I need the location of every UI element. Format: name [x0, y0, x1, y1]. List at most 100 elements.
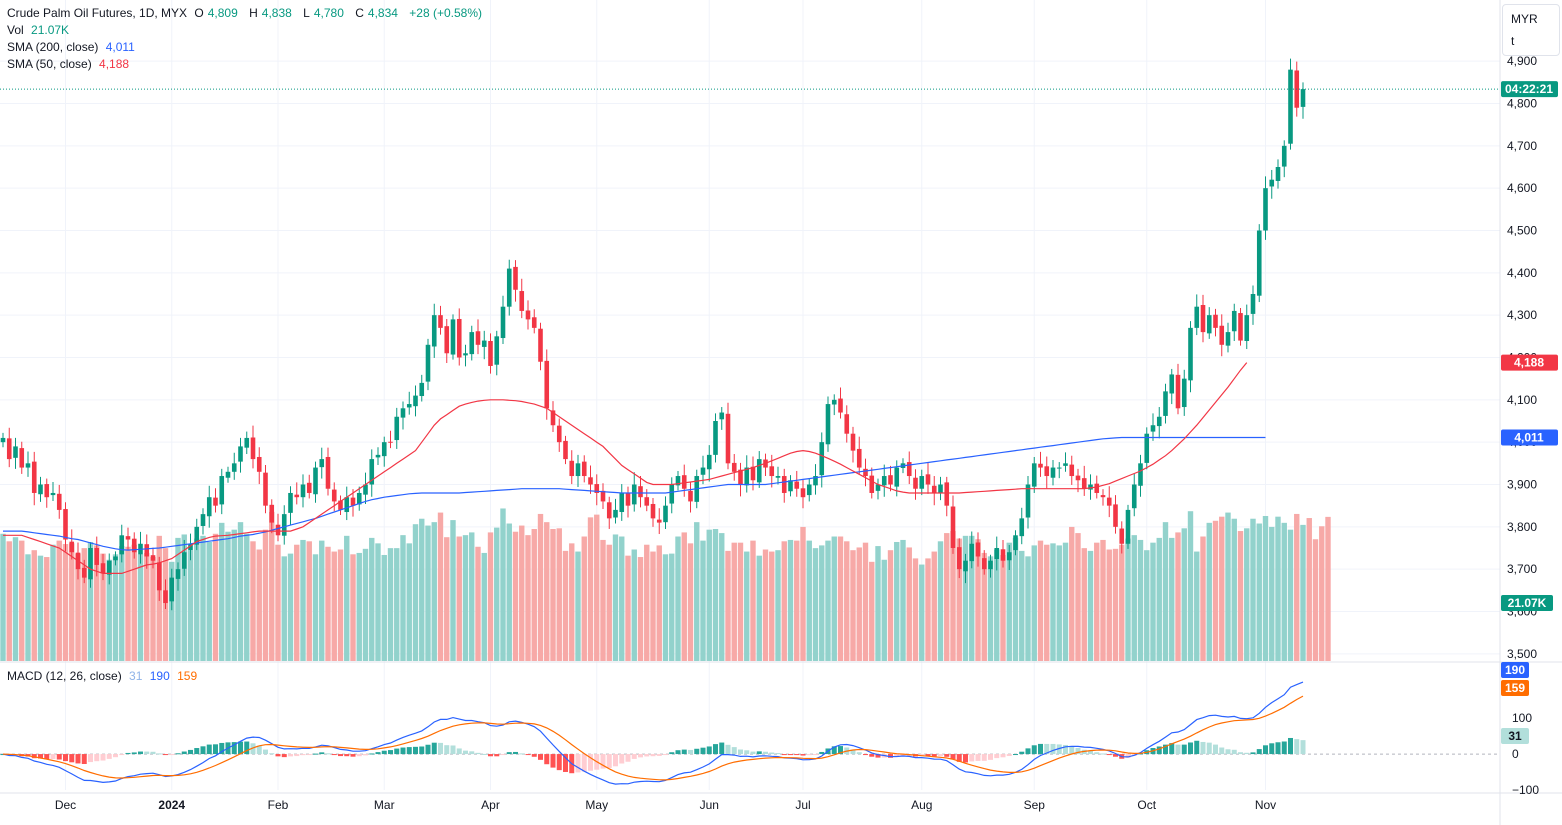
- macd-histogram-bar: [969, 754, 975, 762]
- macd-histogram-bar: [1244, 752, 1250, 755]
- volume-bar: [175, 537, 181, 661]
- macd-histogram-bar: [88, 754, 93, 763]
- volume-bar: [812, 548, 819, 661]
- candle-body: [1225, 332, 1231, 346]
- candle-body: [1194, 306, 1200, 328]
- volume-bar: [1044, 544, 1050, 661]
- volume-bar: [975, 539, 981, 661]
- volume-bar: [12, 537, 19, 661]
- candle-body: [725, 413, 731, 464]
- macd-histogram-bar: [350, 754, 356, 757]
- macd-histogram-bar: [75, 754, 81, 764]
- candle-body: [513, 266, 518, 290]
- volume-bar: [1287, 529, 1294, 661]
- candle-body: [750, 466, 756, 481]
- candle-body: [738, 469, 743, 485]
- volume-bar: [319, 540, 325, 661]
- volume-bar: [712, 528, 719, 661]
- volume-bar: [1206, 522, 1212, 661]
- macd-histogram-bar: [706, 746, 712, 755]
- candle-body: [269, 504, 275, 523]
- candle-body: [1181, 378, 1187, 408]
- candle-body: [844, 414, 850, 434]
- candle-body: [1094, 483, 1100, 493]
- macd-histogram-bar: [1169, 743, 1175, 755]
- macd-histogram-bar: [581, 754, 587, 772]
- macd-histogram-bar: [419, 746, 425, 755]
- candle-body: [131, 538, 137, 553]
- volume-bar: [1256, 523, 1262, 661]
- macd-histogram-bar: [238, 741, 243, 755]
- time-tick-label: Jul: [795, 798, 810, 812]
- volume-bar: [537, 513, 544, 661]
- volume-bar: [137, 554, 144, 661]
- macd-histogram-bar: [900, 754, 906, 756]
- candle-body: [1125, 509, 1131, 544]
- candle-body: [456, 318, 462, 358]
- volume-bar: [744, 551, 750, 661]
- macd-histogram-bar: [156, 753, 162, 755]
- macd-histogram-bar: [894, 754, 900, 757]
- candle-body: [231, 463, 237, 472]
- macd-histogram-bar: [981, 754, 987, 761]
- macd-histogram-bar: [1156, 746, 1162, 755]
- candle-body: [663, 505, 668, 523]
- macd-histogram-bar: [500, 754, 506, 756]
- macd-histogram-bar: [81, 754, 87, 764]
- volume-bar: [687, 543, 694, 661]
- macd-histogram-bar: [263, 749, 268, 755]
- macd-histogram-bar: [550, 754, 556, 768]
- macd-histogram-bar: [700, 747, 706, 755]
- candle-body: [1213, 314, 1218, 328]
- candle-body: [988, 560, 993, 570]
- macd-histogram-bar: [1006, 754, 1012, 757]
- macd-histogram-bar: [281, 754, 287, 758]
- candle-body: [569, 460, 575, 477]
- volume-bar: [112, 554, 119, 661]
- candle-body: [1075, 475, 1081, 481]
- volume-bar: [1187, 511, 1194, 661]
- price-tick-label: 4,100: [1507, 393, 1537, 407]
- macd-histogram-bar: [750, 751, 756, 755]
- candle-body: [1088, 484, 1093, 490]
- candle-body: [406, 404, 412, 408]
- currency-selector[interactable]: MYR t: [1502, 4, 1560, 56]
- volume-bar: [775, 550, 781, 661]
- candle-body: [556, 425, 562, 443]
- volume-bar: [225, 531, 231, 661]
- macd-histogram-bar: [1294, 739, 1300, 755]
- macd-line-tag-bg: [1501, 662, 1529, 678]
- candle-body: [506, 268, 512, 307]
- volume-bar: [681, 532, 687, 661]
- volume-bar: [281, 556, 287, 661]
- macd-histogram-bar: [1069, 746, 1075, 755]
- macd-histogram-bar: [494, 754, 500, 757]
- volume-bar: [87, 541, 94, 661]
- volume-bar: [1212, 520, 1219, 661]
- candle-body: [31, 461, 37, 493]
- macd-histogram-bar: [719, 742, 725, 755]
- candle-body: [50, 492, 56, 496]
- macd-histogram-bar: [975, 754, 981, 761]
- volume-bar: [312, 554, 319, 661]
- candle-body: [1263, 188, 1268, 231]
- candle-body: [306, 482, 312, 493]
- volume-bar: [1200, 536, 1206, 661]
- candle-body: [263, 472, 268, 506]
- macd-hist-tag: 31: [1508, 729, 1522, 743]
- volume-bar: [1306, 518, 1312, 661]
- macd-histogram-bar: [519, 753, 525, 755]
- volume-bar: [1144, 550, 1150, 661]
- volume-bar: [675, 536, 681, 661]
- macd-histogram-bar: [1225, 749, 1231, 755]
- volume-bar: [1094, 542, 1100, 661]
- candle-body: [1063, 463, 1068, 466]
- candle-body: [1275, 167, 1281, 181]
- candle-body: [281, 514, 287, 536]
- macd-histogram-bar: [150, 751, 156, 755]
- candle-body: [338, 500, 343, 510]
- macd-histogram-bar: [869, 754, 875, 757]
- volume-bar: [1062, 542, 1069, 661]
- candle-body: [813, 476, 818, 486]
